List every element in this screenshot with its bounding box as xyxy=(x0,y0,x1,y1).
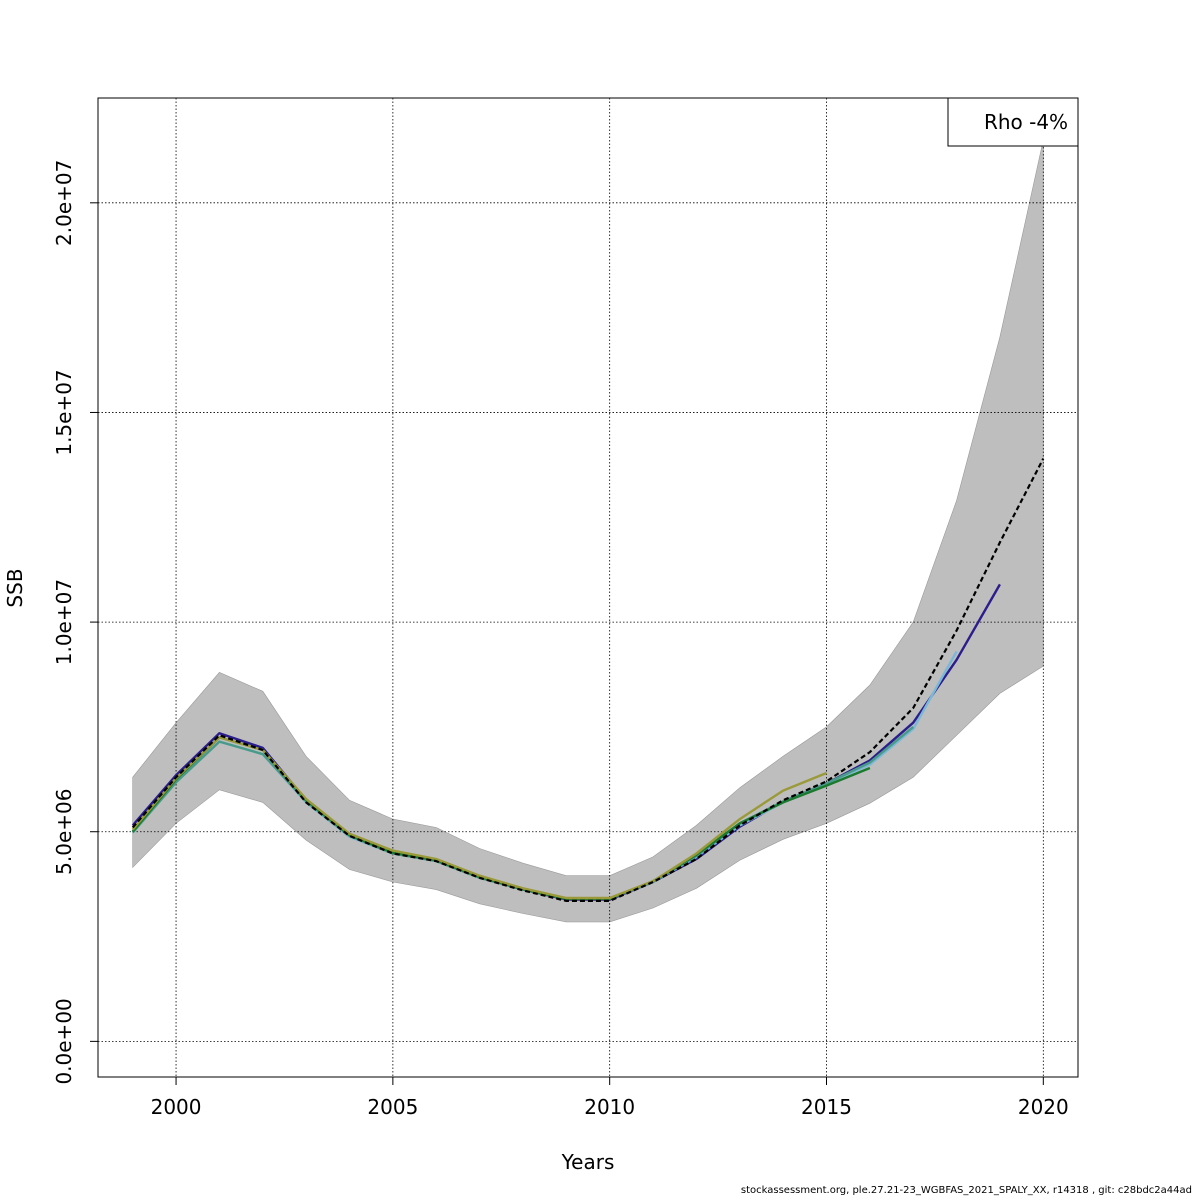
x-axis-title: Years xyxy=(561,1150,615,1174)
footer-caption: stockassessment.org, ple.27.21-23_WGBFAS… xyxy=(740,1185,1192,1196)
series-line-5 xyxy=(131,736,827,900)
y-tick-label-3: 1.5e+07 xyxy=(52,369,76,455)
x-tick-label-2005: 2005 xyxy=(367,1095,418,1119)
series-line-0 xyxy=(131,458,1045,903)
y-tick-label-4: 2.0e+07 xyxy=(52,160,76,246)
series-layer xyxy=(131,458,1045,903)
legend: Rho -4% xyxy=(947,97,1079,147)
x-tick-label-2020: 2020 xyxy=(1018,1095,1069,1119)
legend-text: Rho -4% xyxy=(984,110,1068,134)
y-tick-label-0: 0.0e+00 xyxy=(52,998,76,1084)
y-axis-title: SSB xyxy=(3,568,27,607)
confidence-band-layer xyxy=(132,139,1044,923)
x-tick-label-2000: 2000 xyxy=(151,1095,202,1119)
grid-layer xyxy=(98,98,1078,1077)
plot-frame xyxy=(97,97,1079,1078)
axis-layer: 2000 2005 2010 2015 2020 0.0e+00 5.0e+06 1.0e+0… xyxy=(52,160,1069,1119)
y-tick-label-1: 5.0e+06 xyxy=(52,789,76,875)
x-tick-label-2010: 2010 xyxy=(584,1095,635,1119)
legend-box xyxy=(947,97,1079,147)
confidence-band xyxy=(132,139,1044,923)
y-tick-label-2: 1.0e+07 xyxy=(52,579,76,665)
x-tick-label-2015: 2015 xyxy=(801,1095,852,1119)
